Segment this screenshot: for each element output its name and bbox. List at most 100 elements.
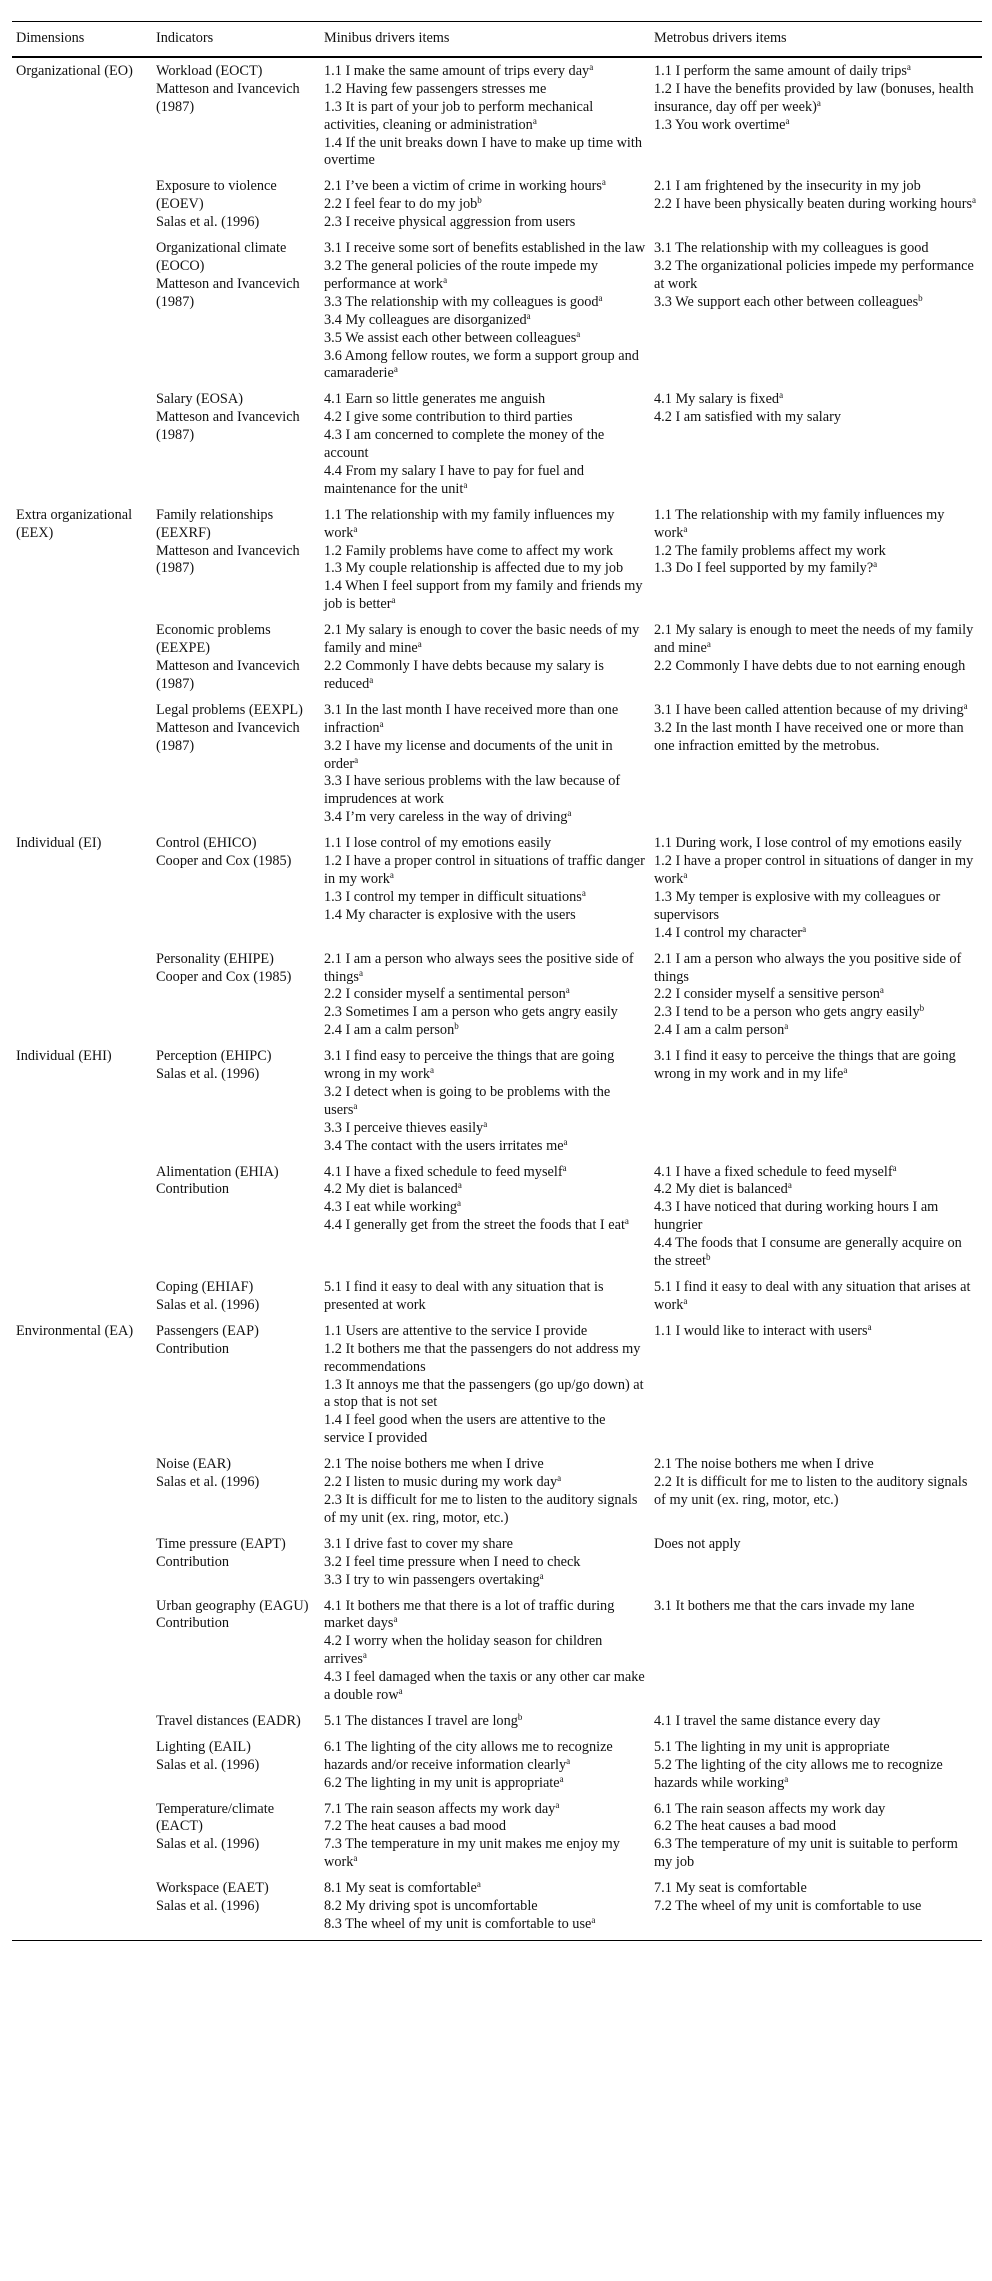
table-row: Urban geography (EAGU) Contribution 4.1 It…	[12, 1593, 982, 1708]
item-text: 2.2 It is difficult for me to listen to …	[654, 1474, 968, 1508]
table-row: Exposure to violence (EOEV) Salas et al. …	[12, 173, 982, 235]
footnote-marker: a	[457, 1180, 462, 1191]
indicator-cell: Control (EHICO) Cooper and Cox (1985)	[152, 830, 320, 945]
item-text: 2.2 I consider myself a sentimental pers…	[324, 986, 566, 1003]
metrobus-item: 1.1 During work, I lose control of my em…	[654, 835, 978, 853]
metrobus-item: 1.1 I would like to interact with usersa	[654, 1322, 978, 1341]
item-text: 8.2 My driving spot is uncomfortable	[324, 1898, 538, 1915]
table-row: Time pressure (EAPT) Contribution 3.1 I dr…	[12, 1531, 982, 1593]
item-text: 1.2 The family problems affect my work	[654, 542, 886, 559]
minibus-item: 2.2 Commonly I have debts because my sal…	[324, 658, 646, 694]
item-text: 3.1 It bothers me that the cars invade m…	[654, 1597, 915, 1614]
footnote-marker: a	[369, 674, 374, 685]
metrobus-item: 2.1 My salary is enough to meet the need…	[654, 622, 978, 658]
minibus-item: 2.1 My salary is enough to cover the bas…	[324, 622, 646, 658]
minibus-item: 3.3 The relationship with my colleagues …	[324, 293, 646, 312]
metrobus-item: 3.1 The relationship with my colleagues …	[654, 240, 978, 258]
metrobus-item: 4.1 I have a fixed schedule to feed myse…	[654, 1162, 978, 1182]
footnote-marker: a	[589, 61, 594, 72]
indicator-name: Time pressure (EAPT)	[156, 1535, 286, 1552]
footnote-marker: a	[816, 97, 821, 108]
indicator-name: Organizational climate (EOCO)	[156, 240, 287, 274]
item-text: 7.2 The heat causes a bad mood	[324, 1818, 506, 1835]
minibus-item: 1.2 I have a proper control in situation…	[324, 853, 646, 889]
item-text: 2.3 I tend to be a person who gets angry…	[654, 1004, 920, 1021]
indicator-source: Salas et al. (1996)	[156, 1898, 260, 1915]
item-text: 4.2 I am satisfied with my salary	[654, 409, 842, 426]
metrobus-items-cell: 7.1 My seat is comfortable 7.2 The wheel …	[650, 1875, 982, 1941]
table-row: Economic problems (EEXPE) Matteson and Iv…	[12, 617, 982, 697]
item-text: 3.3 I try to win passengers overtaking	[324, 1571, 540, 1588]
metrobus-item: 2.1 I am a person who always the you pos…	[654, 951, 978, 987]
footnote-marker: a	[892, 1162, 897, 1173]
item-text: 4.3 I eat while working	[324, 1199, 458, 1216]
minibus-item: 2.2 I listen to music during my work day…	[324, 1474, 646, 1492]
item-text: 2.2 I have been physically beaten during…	[654, 196, 973, 213]
item-text: 3.1 I drive fast to cover my share	[324, 1535, 513, 1552]
item-text: 2.1 The noise bothers me when I drive	[324, 1456, 544, 1473]
item-text: 1.1 The relationship with my family infl…	[324, 506, 615, 541]
indicator-cell: Noise (EAR) Salas et al. (1996)	[152, 1451, 320, 1531]
minibus-item: 1.2 Family problems have come to affect …	[324, 543, 646, 561]
minibus-items-cell: 1.1 I lose control of my emotions easily…	[320, 830, 650, 945]
indicator-name: Legal problems (EEXPL)	[156, 701, 303, 718]
item-text: 1.3 It annoys me that the passengers (go…	[324, 1376, 644, 1411]
item-text: 4.1 I travel the same distance every day	[654, 1712, 881, 1729]
indicator-cell: Coping (EHIAF) Salas et al. (1996)	[152, 1274, 320, 1318]
indicator-source: Matteson and Ivancevich (1987)	[156, 275, 300, 310]
table-body: Organizational (EO) Workload (EOCT) Mattes…	[12, 57, 982, 1941]
item-text: 1.3 I control my temper in difficult sit…	[324, 888, 582, 905]
item-text: 1.3 My couple relationship is affected d…	[324, 560, 624, 577]
dimension-cell: Individual (EHI)	[12, 1043, 152, 1158]
item-text: 1.4 If the unit breaks down I have to ma…	[324, 134, 643, 169]
metrobus-item: 3.2 The organizational policies impede m…	[654, 258, 978, 294]
item-text: 4.2 I worry when the holiday season for …	[324, 1633, 603, 1668]
indicator-name: Passengers (EAP)	[156, 1322, 259, 1339]
indicator-cell: Organizational climate (EOCO) Matteson an…	[152, 235, 320, 386]
item-text: 3.3 We support each other between collea…	[654, 293, 919, 310]
item-text: 7.1 The rain season affects my work day	[324, 1800, 556, 1817]
metrobus-items-cell: 3.1 It bothers me that the cars invade m…	[650, 1593, 982, 1708]
item-text: 1.4 When I feel support from my family a…	[324, 578, 643, 613]
dimension-cell	[12, 946, 152, 1044]
minibus-items-cell: 8.1 My seat is comfortablea 8.2 My drivin…	[320, 1875, 650, 1941]
footnote-marker: a	[784, 1021, 789, 1032]
table-row: Individual (EI) Control (EHICO) Cooper and…	[12, 830, 982, 945]
minibus-item: 8.2 My driving spot is uncomfortable	[324, 1898, 646, 1916]
metrobus-items-cell: 2.1 My salary is enough to meet the need…	[650, 617, 982, 697]
item-text: 4.3 I am concerned to complete the money…	[324, 427, 605, 462]
item-text: 8.3 The wheel of my unit is comfortable …	[324, 1916, 592, 1932]
indicator-name: Coping (EHIAF)	[156, 1279, 254, 1295]
metrobus-item: 3.1 I find it easy to perceive the thing…	[654, 1048, 978, 1084]
metrobus-items-cell: 4.1 I travel the same distance every day	[650, 1708, 982, 1734]
indicator-name: Noise (EAR)	[156, 1456, 232, 1473]
indicator-cell: Legal problems (EEXPL) Matteson and Ivanc…	[152, 697, 320, 830]
item-text: 1.1 I lose control of my emotions easily	[324, 835, 552, 852]
minibus-item: 1.4 My character is explosive with the u…	[324, 907, 646, 925]
metrobus-item: 3.1 It bothers me that the cars invade m…	[654, 1598, 978, 1616]
footnote-marker: a	[601, 177, 606, 188]
table-row: Legal problems (EEXPL) Matteson and Ivanc…	[12, 697, 982, 830]
indicator-cell: Perception (EHIPC) Salas et al. (1996)	[152, 1043, 320, 1158]
indicator-source: Matteson and Ivancevich (1987)	[156, 658, 300, 692]
item-text: 8.1 My seat is comfortable	[324, 1880, 477, 1897]
dimension-cell: Extra organizational (EEX)	[12, 502, 152, 617]
footnote-marker: a	[963, 700, 968, 711]
metrobus-items-cell: 2.1 I am frightened by the insecurity in…	[650, 173, 982, 235]
item-text: 4.1 I have a fixed schedule to feed myse…	[654, 1163, 893, 1180]
minibus-item: 4.3 I am concerned to complete the money…	[324, 427, 646, 463]
minibus-item: 1.2 Having few passengers stresses me	[324, 81, 646, 99]
minibus-items-cell: 3.1 I receive some sort of benefits esta…	[320, 235, 650, 386]
table-row: Salary (EOSA) Matteson and Ivancevich (19…	[12, 386, 982, 501]
metrobus-item: 4.1 I travel the same distance every day	[654, 1713, 978, 1731]
footnote-marker: a	[362, 1650, 367, 1661]
minibus-item: 6.2 The lighting in my unit is appropria…	[324, 1774, 646, 1793]
indicator-source: Contribution	[156, 1181, 230, 1198]
dimension-cell	[12, 1159, 152, 1274]
indicator-source: Contribution	[156, 1340, 230, 1357]
dimension-cell	[12, 235, 152, 386]
metrobus-items-cell: 4.1 My salary is fixeda 4.2 I am satisfie…	[650, 386, 982, 501]
minibus-items-cell: 2.1 My salary is enough to cover the bas…	[320, 617, 650, 697]
item-text: 3.2 I feel time pressure when I need to …	[324, 1553, 581, 1570]
indicator-cell: Workspace (EAET) Salas et al. (1996)	[152, 1875, 320, 1941]
